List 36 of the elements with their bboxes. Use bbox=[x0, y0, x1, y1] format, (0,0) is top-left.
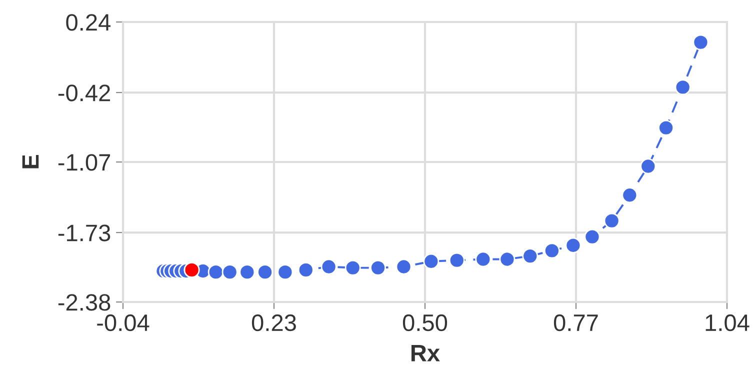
point bbox=[674, 79, 691, 96]
x-tick-label: 0.50 bbox=[402, 314, 448, 332]
point bbox=[298, 262, 314, 278]
point bbox=[320, 258, 337, 275]
x-tick-label: -0.04 bbox=[97, 314, 150, 332]
point bbox=[277, 264, 294, 280]
point bbox=[257, 264, 274, 280]
point bbox=[499, 251, 516, 268]
x-axis-title: Rx bbox=[411, 345, 440, 362]
y-tick-label: -0.42 bbox=[58, 84, 110, 102]
point bbox=[448, 252, 465, 268]
y-tick-label: -2.38 bbox=[58, 294, 110, 311]
point bbox=[344, 260, 361, 276]
point bbox=[622, 187, 638, 204]
point bbox=[692, 34, 709, 50]
point bbox=[640, 158, 656, 174]
point bbox=[584, 228, 600, 245]
y-tick-label: -1.73 bbox=[58, 224, 110, 242]
x-tick-label: 0.23 bbox=[252, 314, 296, 332]
point bbox=[239, 264, 256, 280]
point bbox=[565, 237, 582, 254]
y-tick-label: 0.24 bbox=[66, 14, 111, 31]
point bbox=[658, 120, 674, 136]
y-axis-title: E bbox=[22, 155, 39, 168]
x-tick-label: 1.04 bbox=[706, 314, 750, 332]
point bbox=[222, 264, 238, 280]
point bbox=[475, 251, 492, 268]
point bbox=[423, 253, 440, 270]
y-tick-label: -1.07 bbox=[58, 154, 110, 171]
point bbox=[396, 258, 412, 275]
point bbox=[208, 264, 224, 280]
x-tick-label: 0.77 bbox=[554, 314, 598, 332]
point bbox=[370, 260, 386, 276]
point bbox=[522, 248, 538, 264]
point bbox=[604, 212, 620, 229]
point bbox=[544, 242, 560, 259]
